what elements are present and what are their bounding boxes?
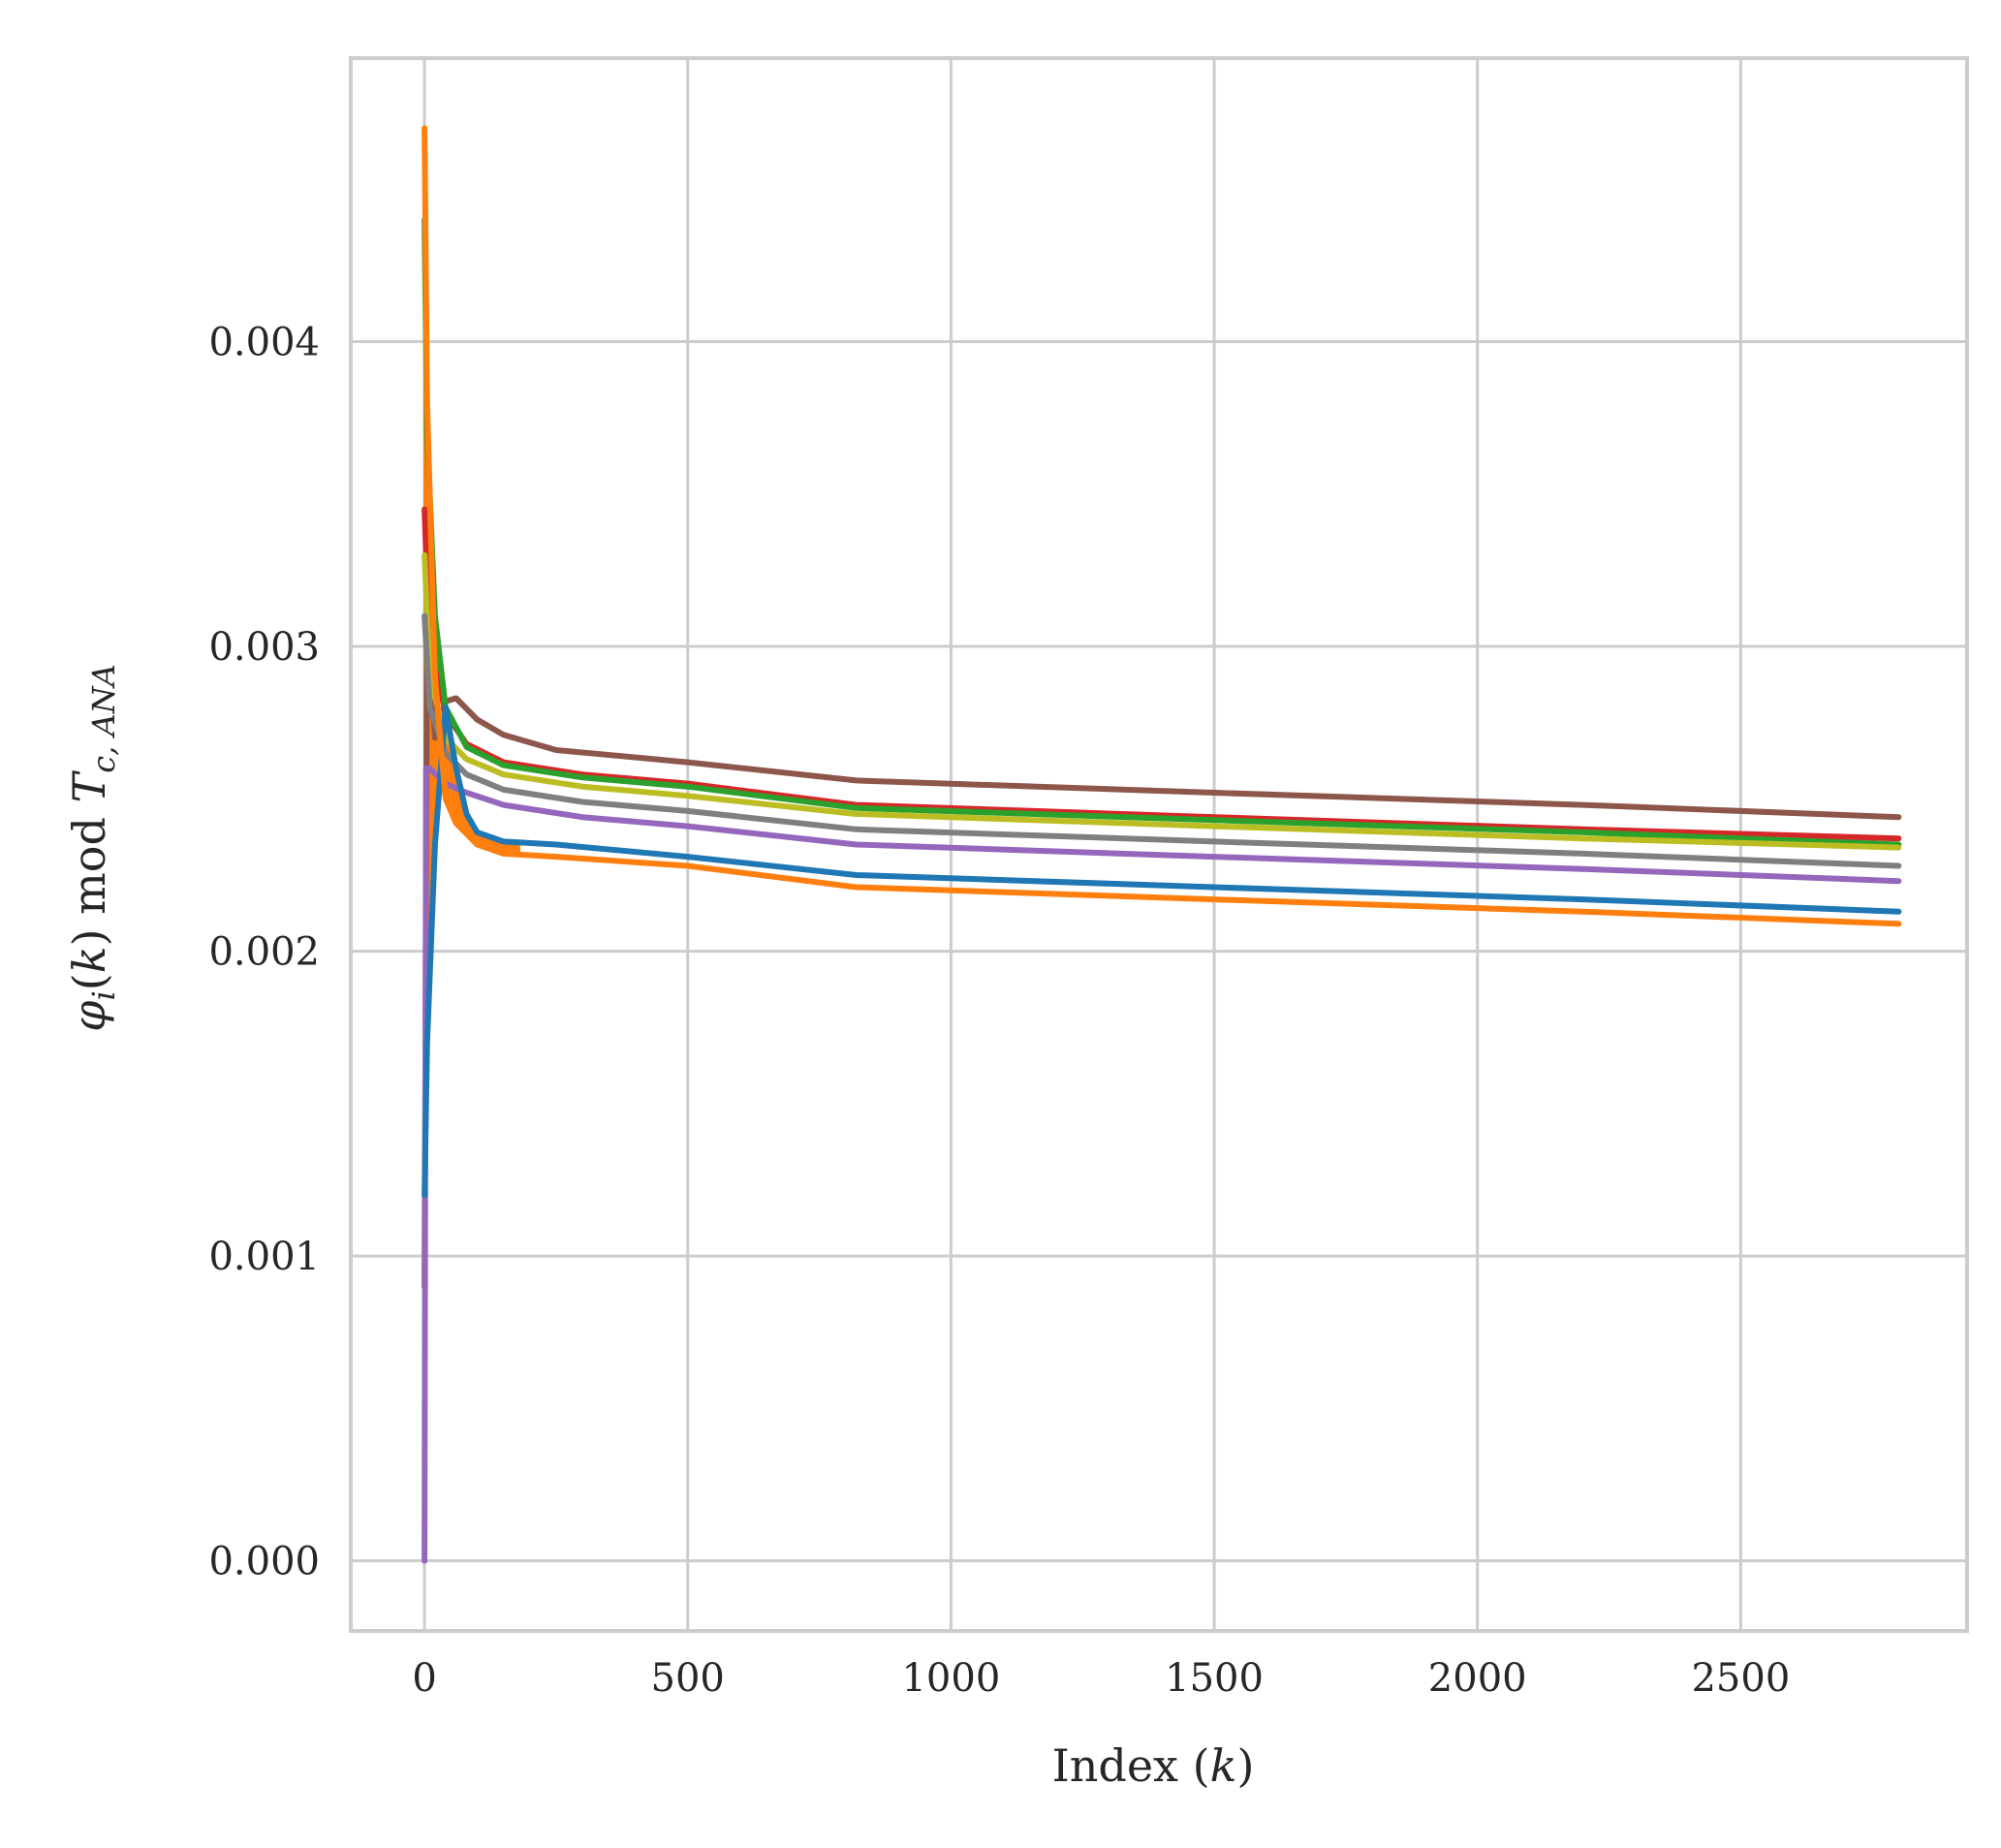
x-axis-title: Index (k) (1052, 1739, 1255, 1792)
series-line (422, 765, 1902, 1564)
series-line (422, 216, 1902, 848)
series-line (422, 125, 1902, 927)
y-tick-label: 0.003 (208, 625, 320, 670)
x-tick-label: 2000 (1428, 1656, 1527, 1701)
x-tick-label: 0 (412, 1656, 436, 1701)
y-tick-label: 0.002 (208, 930, 320, 975)
series-lines (422, 125, 1902, 1564)
plot-frame (349, 56, 1969, 1633)
x-axis-ticks: 0 500 1000 1500 2000 2500 (412, 1656, 1790, 1701)
y-tick-label: 0.001 (208, 1235, 320, 1279)
series-line (422, 612, 1902, 869)
x-tick-label: 1000 (901, 1656, 1000, 1701)
x-tick-label: 1500 (1165, 1656, 1264, 1701)
x-tick-label: 500 (651, 1656, 725, 1701)
y-axis-ticks: 0.000 0.001 0.002 0.003 0.004 (208, 321, 320, 1584)
x-tick-label: 2500 (1691, 1656, 1790, 1701)
series-line (422, 551, 1902, 851)
y-tick-label: 0.004 (208, 321, 320, 365)
y-axis-title: φi(k) mod Tc, ANA (63, 664, 122, 1031)
series-line (422, 612, 1902, 1290)
series-line (422, 705, 1902, 1199)
y-tick-label: 0.000 (208, 1540, 320, 1584)
